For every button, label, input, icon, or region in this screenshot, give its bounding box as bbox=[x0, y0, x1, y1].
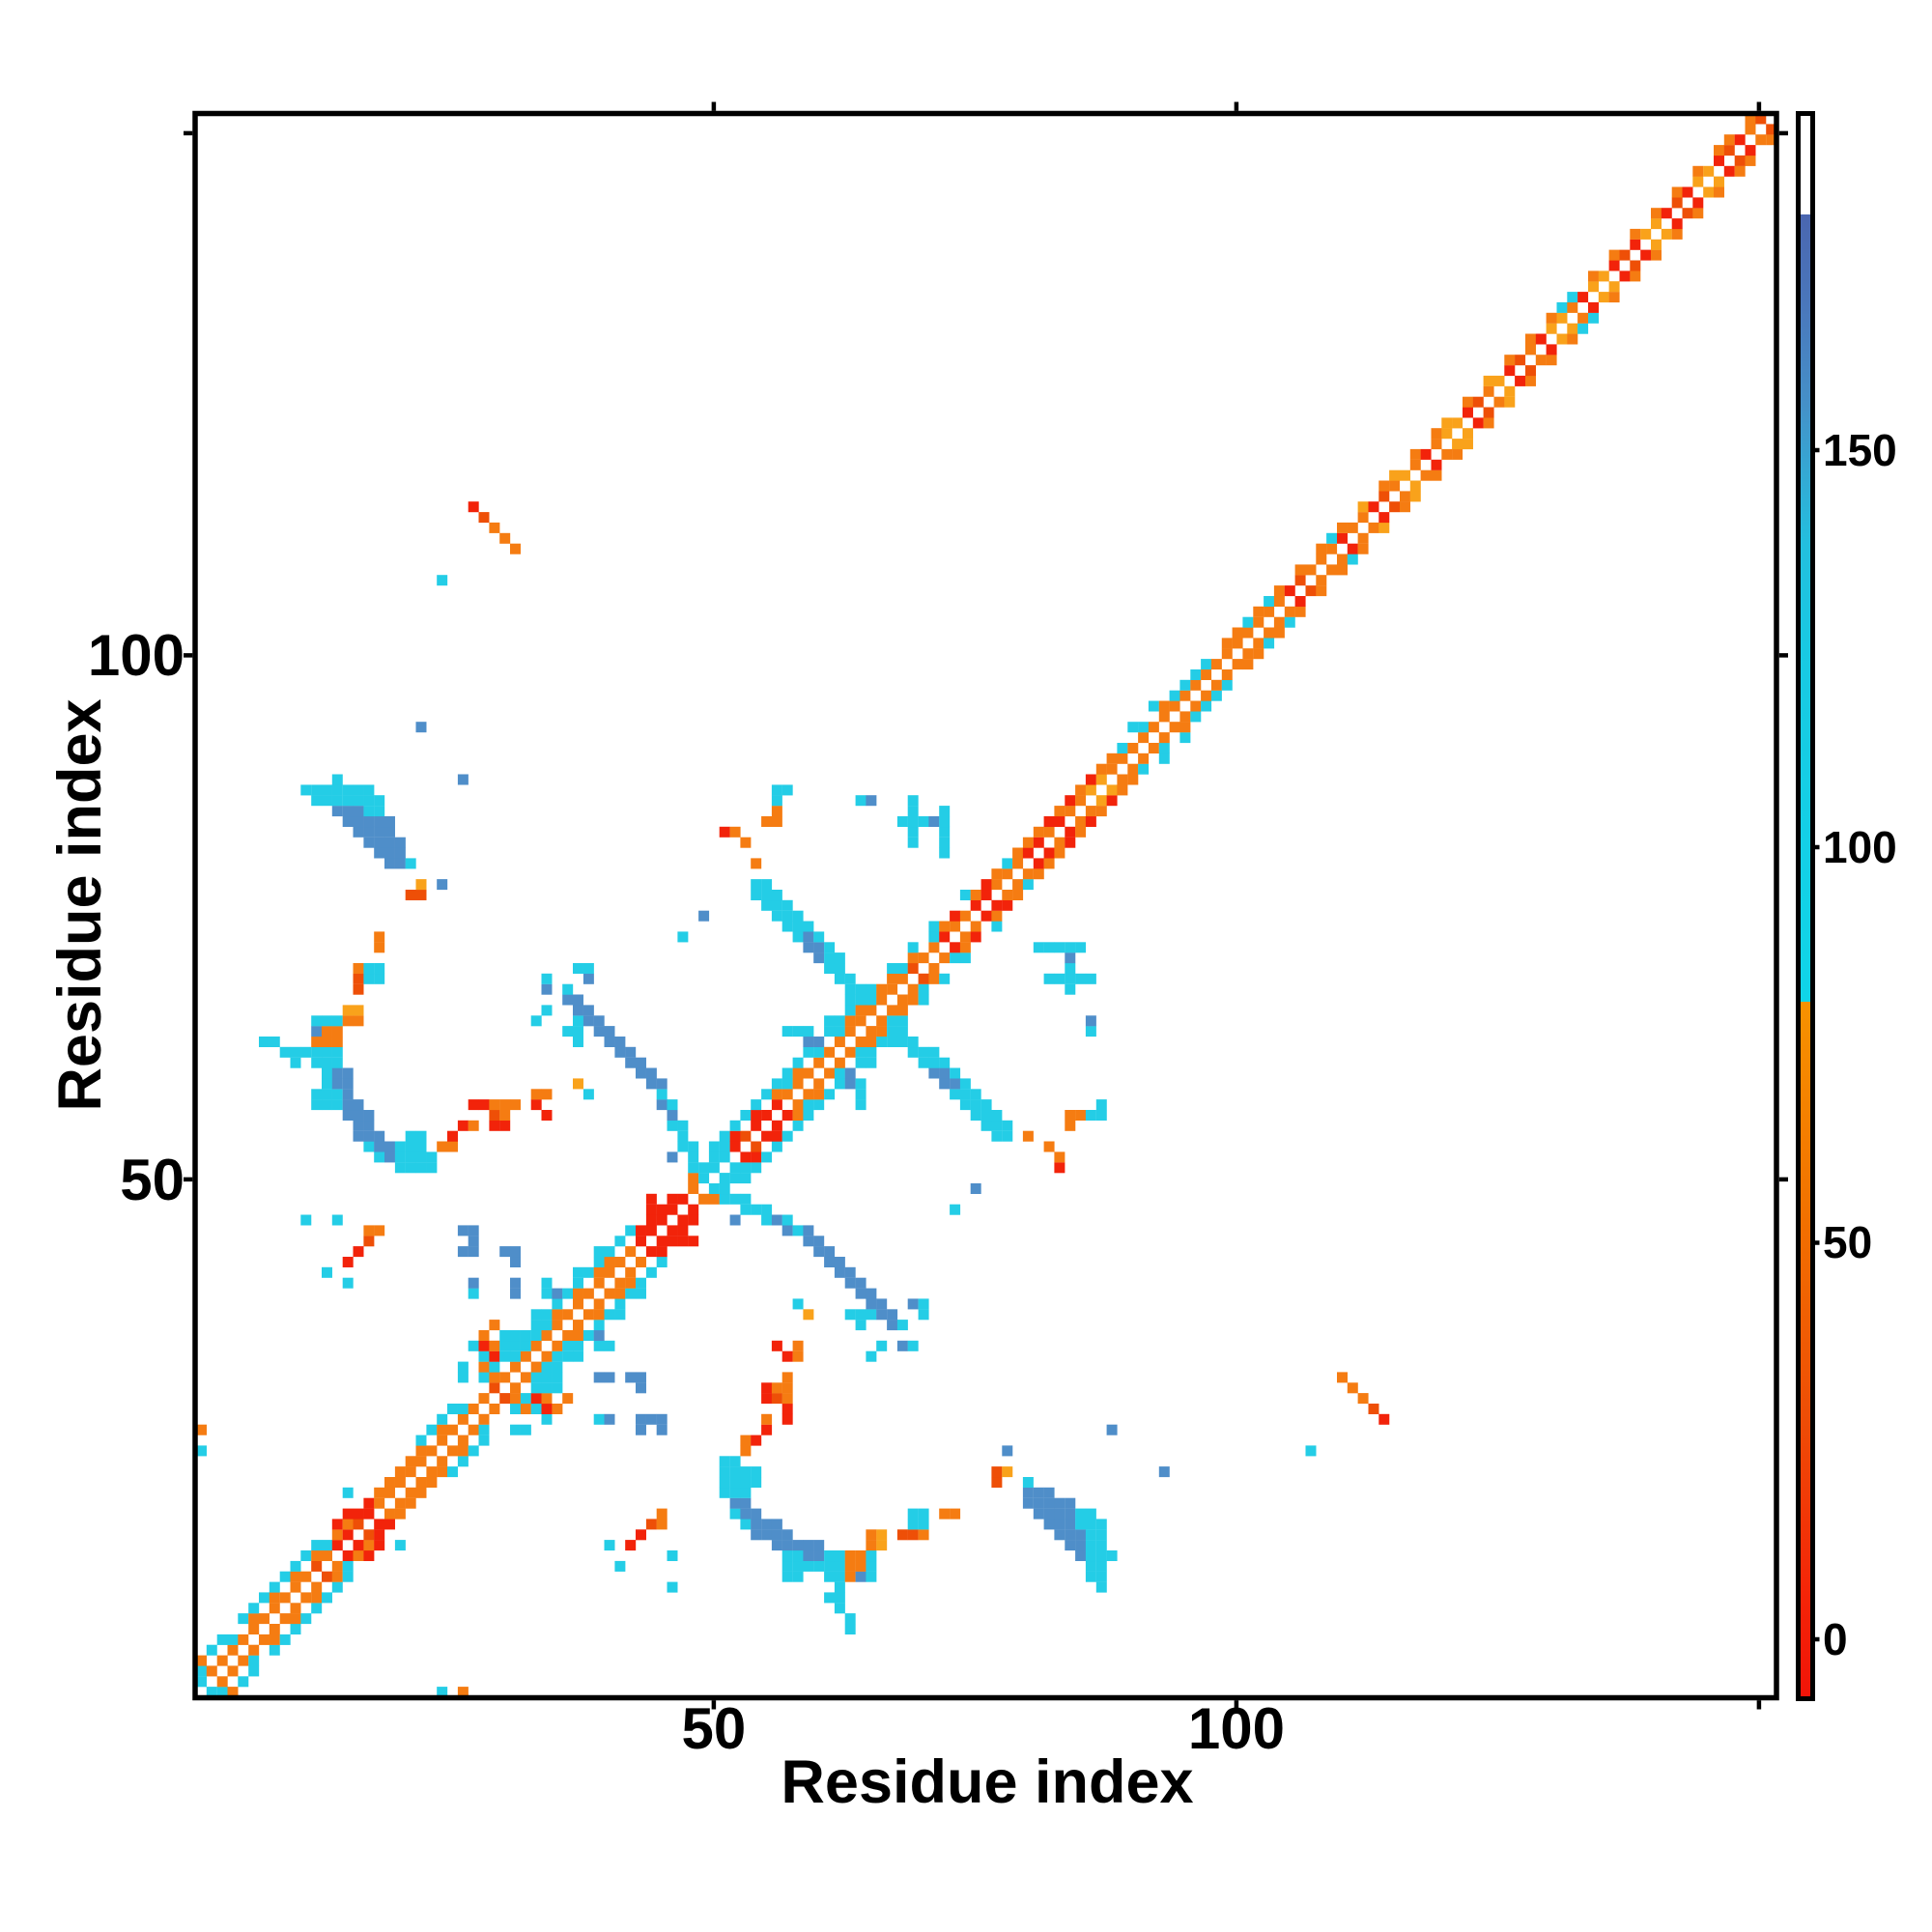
svg-text:Residue index: Residue index bbox=[781, 1748, 1193, 1816]
svg-text:100: 100 bbox=[88, 623, 185, 688]
svg-text:0: 0 bbox=[1823, 1614, 1848, 1664]
svg-text:50: 50 bbox=[682, 1696, 747, 1761]
svg-text:50: 50 bbox=[120, 1148, 185, 1212]
svg-text:Residue index: Residue index bbox=[46, 698, 114, 1111]
svg-text:50: 50 bbox=[1823, 1217, 1872, 1267]
svg-text:100: 100 bbox=[1188, 1696, 1285, 1761]
svg-text:150: 150 bbox=[1823, 425, 1897, 475]
svg-text:100: 100 bbox=[1823, 822, 1897, 872]
